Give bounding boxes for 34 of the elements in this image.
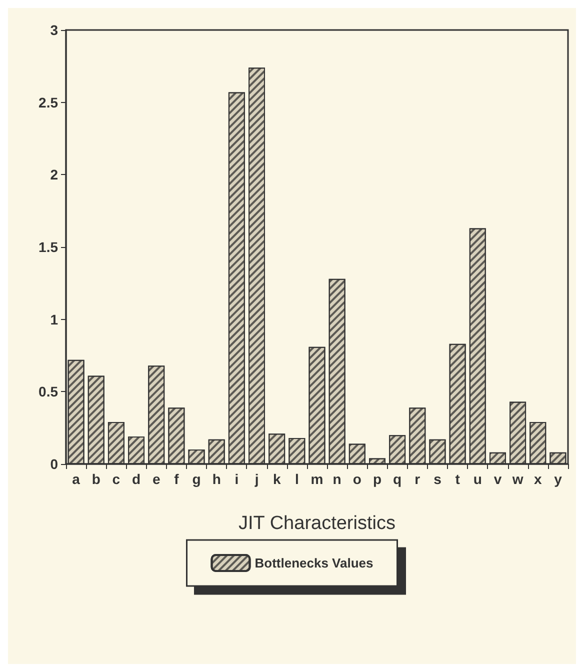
x-tick-label: t <box>455 471 460 487</box>
x-tick-label: m <box>310 471 324 487</box>
y-tick-label: 1.5 <box>38 239 58 255</box>
x-tick-label: d <box>132 471 141 487</box>
x-tick-label: b <box>92 471 100 487</box>
x-tick-label: w <box>511 471 524 487</box>
x-tick-label: n <box>332 471 342 487</box>
x-tick-label: c <box>112 471 120 487</box>
x-tick-label: f <box>174 471 180 487</box>
x-tick-label: l <box>294 471 299 487</box>
x-tick-label: j <box>254 471 259 487</box>
x-tick-label: u <box>473 471 482 487</box>
x-tick-label: s <box>434 471 442 487</box>
x-tick-label: y <box>554 471 562 487</box>
x-tick-label: e <box>152 471 160 487</box>
x-tick-label: k <box>272 471 281 487</box>
x-tick-label: a <box>72 471 80 487</box>
x-tick-label: r <box>414 471 421 487</box>
x-tick-label: h <box>212 471 221 487</box>
x-tick-label: v <box>494 471 502 487</box>
x-tick-label: i <box>234 471 239 487</box>
x-tick-label: o <box>352 471 362 487</box>
x-tick-label: p <box>372 471 382 487</box>
x-tick-label: g <box>192 471 201 487</box>
x-tick-label: q <box>393 471 402 487</box>
y-tick-label: 0.5 <box>38 384 58 400</box>
y-tick-label: 0 <box>50 456 58 472</box>
y-tick-label: 2 <box>50 166 58 183</box>
y-tick-label: 3 <box>50 22 58 38</box>
y-tick-label: 1 <box>50 311 58 328</box>
legend-label: Bottlenecks Values <box>254 556 374 570</box>
x-axis-title: JIT Characteristics <box>238 513 396 534</box>
y-tick-label: 2.5 <box>38 94 58 110</box>
x-tick-label: x <box>534 471 542 487</box>
